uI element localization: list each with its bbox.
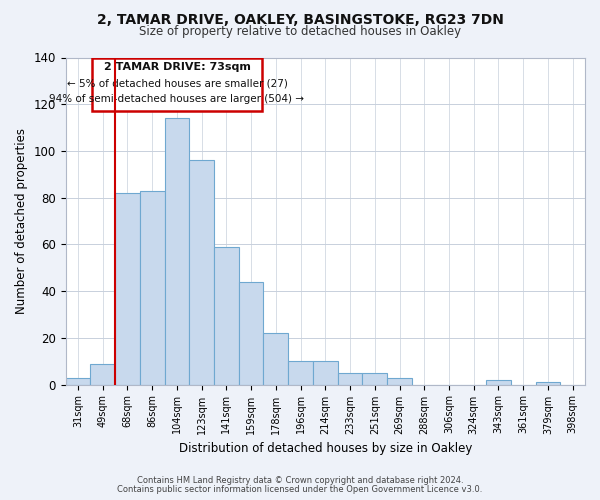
Bar xyxy=(239,282,263,384)
Text: Contains public sector information licensed under the Open Government Licence v3: Contains public sector information licen… xyxy=(118,484,482,494)
Bar xyxy=(190,160,214,384)
Bar xyxy=(91,364,115,384)
Bar xyxy=(115,193,140,384)
Text: 2 TAMAR DRIVE: 73sqm: 2 TAMAR DRIVE: 73sqm xyxy=(104,62,250,72)
Bar xyxy=(288,361,313,384)
Bar xyxy=(263,333,288,384)
Text: 2, TAMAR DRIVE, OAKLEY, BASINGSTOKE, RG23 7DN: 2, TAMAR DRIVE, OAKLEY, BASINGSTOKE, RG2… xyxy=(97,12,503,26)
Bar xyxy=(140,190,164,384)
Bar xyxy=(313,361,338,384)
Y-axis label: Number of detached properties: Number of detached properties xyxy=(15,128,28,314)
FancyBboxPatch shape xyxy=(92,58,262,111)
Bar xyxy=(65,378,91,384)
Bar xyxy=(387,378,412,384)
Bar xyxy=(486,380,511,384)
Bar xyxy=(338,373,362,384)
Text: Contains HM Land Registry data © Crown copyright and database right 2024.: Contains HM Land Registry data © Crown c… xyxy=(137,476,463,485)
Bar xyxy=(214,246,239,384)
Bar xyxy=(164,118,190,384)
Text: ← 5% of detached houses are smaller (27): ← 5% of detached houses are smaller (27) xyxy=(67,78,287,88)
X-axis label: Distribution of detached houses by size in Oakley: Distribution of detached houses by size … xyxy=(179,442,472,455)
Text: Size of property relative to detached houses in Oakley: Size of property relative to detached ho… xyxy=(139,25,461,38)
Bar xyxy=(536,382,560,384)
Text: 94% of semi-detached houses are larger (504) →: 94% of semi-detached houses are larger (… xyxy=(49,94,304,104)
Bar xyxy=(362,373,387,384)
